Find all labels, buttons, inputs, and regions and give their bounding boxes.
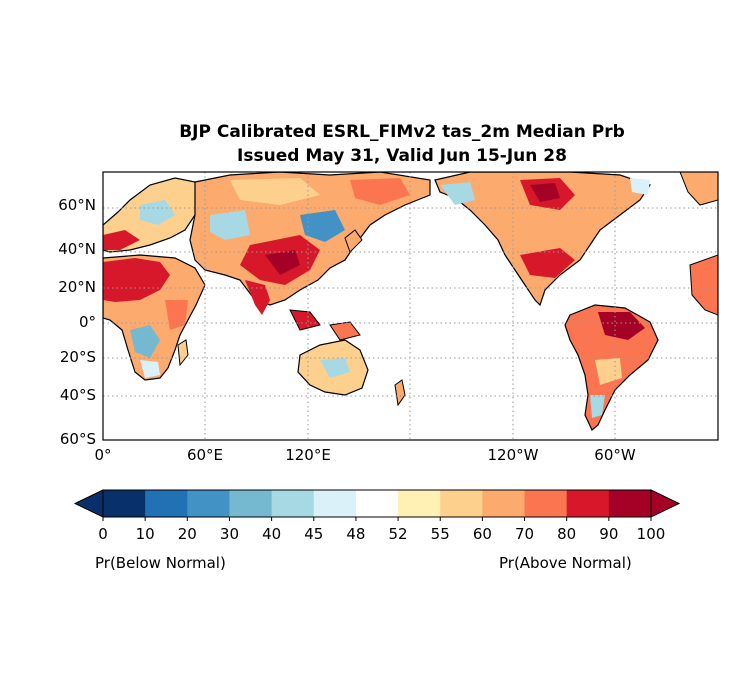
colorbar-tick-label: 0 [98,525,108,543]
colorbar-swatch [355,490,399,517]
colorbar-tick-label: 10 [136,525,155,543]
lon-label: 0° [94,446,112,464]
colorbar-tick-label: 30 [220,525,239,543]
lat-label: 60°N [58,196,96,214]
colorbar-tick-label: 60 [473,525,492,543]
colorbar-swatch [271,490,315,517]
colorbar-swatch [398,490,441,517]
colorbar-tick-label: 20 [178,525,197,543]
lat-label: 40°N [58,240,96,258]
colorbar-swatch [608,490,652,517]
colorbar-tick-label: 55 [431,525,450,543]
map-title-line1: BJP Calibrated ESRL_FIMv2 tas_2m Median … [179,122,625,142]
greenland [679,172,718,206]
lon-label: 120°E [285,446,331,464]
colorbar-tick-label: 40 [262,525,281,543]
colorbar-swatch [524,490,568,517]
colorbar-tick-label: 48 [346,525,365,543]
japan [344,229,363,253]
colorbar-low-label: Pr(Below Normal) [95,554,226,572]
colorbar-extend-low [73,489,104,518]
colorbar-swatch [187,490,230,517]
colorbar-swatch [313,490,357,517]
lon-label: 60°E [186,446,224,464]
colorbar-swatch [482,490,526,517]
lon-label: 60°W [594,446,636,464]
madagascar [177,339,189,367]
north-america-landmass [434,172,651,307]
colorbar: 0 10 20 30 40 45 48 52 55 60 70 80 90 100 [73,489,681,543]
colorbar-tick-label: 80 [557,525,576,543]
colorbar-swatch [566,490,610,517]
probability-field [103,172,718,431]
new-zealand [394,379,406,407]
colorbar-extend-high [650,489,681,518]
lat-label: 40°S [59,386,96,404]
map-title-line2: Issued May 31, Valid Jun 15-Jun 28 [237,146,567,166]
lat-label: 20°N [58,278,96,296]
colorbar-tick-label: 45 [304,525,323,543]
colorbar-swatch [229,490,273,517]
lat-label: 0° [78,313,96,331]
colorbar-tick-label: 90 [599,525,618,543]
colorbar-tick-label: 100 [637,525,666,543]
colorbar-frame [102,489,652,518]
colorbar-tick-label: 70 [515,525,534,543]
map-gridlines [103,172,718,440]
colorbar-high-label: Pr(Above Normal) [499,554,632,572]
map-frame [102,171,719,441]
lat-label: 20°S [59,348,96,366]
colorbar-swatch [440,490,483,517]
colorbar-swatch [103,490,146,517]
lat-label: 60°S [59,430,96,448]
lon-label: 120°W [487,446,539,464]
colorbar-swatch [145,490,188,517]
colorbar-tick-label: 52 [389,525,408,543]
